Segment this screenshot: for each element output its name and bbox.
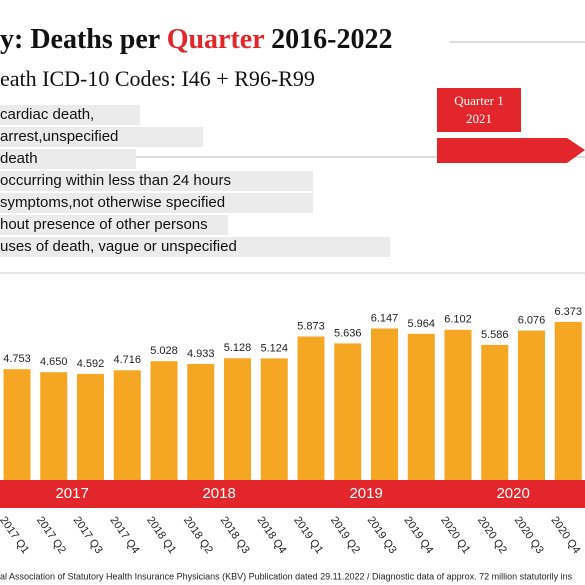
- x-tick-label: 2020 Q3: [512, 515, 546, 556]
- value-label: 5.028: [150, 345, 178, 357]
- code-bg: [0, 193, 313, 213]
- value-label: 4.753: [3, 353, 31, 365]
- bar: [554, 321, 582, 508]
- code-bg: [0, 215, 228, 235]
- code-line: occurring within less than 24 hours: [0, 172, 231, 189]
- x-tick-label: 2020 Q1: [438, 515, 472, 556]
- x-tick-label: 2019 Q4: [401, 515, 435, 556]
- bar: [297, 336, 325, 508]
- value-label: 5.636: [334, 327, 362, 339]
- year-band: [0, 480, 146, 508]
- value-label: 6.147: [371, 312, 399, 324]
- chart-subtitle: eath ICD-10 Codes: I46 + R96-R99: [0, 66, 315, 91]
- code-line: hout presence of other persons: [0, 216, 208, 233]
- code-bg: [0, 105, 140, 125]
- callout-text: 2021: [466, 111, 492, 126]
- value-label: 5.124: [260, 342, 288, 354]
- year-label: 2020: [496, 485, 529, 502]
- x-tick-label: 2018 Q3: [218, 515, 252, 556]
- value-label: 5.586: [481, 329, 509, 341]
- callout-text: Quarter 1: [454, 93, 503, 108]
- x-tick-label: 2017 Q4: [107, 515, 141, 556]
- source-note: al Association of Statutory Health Insur…: [0, 571, 573, 581]
- value-label: 5.128: [224, 342, 252, 354]
- x-tick-label: 2020 Q4: [548, 515, 582, 556]
- code-line: symptoms,not otherwise specified: [0, 194, 225, 211]
- code-line: arrest,unspecified: [0, 128, 118, 145]
- x-tick-label: 2019 Q1: [291, 515, 325, 556]
- x-tick-label: 2020 Q2: [475, 515, 509, 556]
- year-label: 2017: [55, 485, 88, 502]
- x-tick-label: 2019 Q3: [365, 515, 399, 556]
- callout-arrow: [437, 138, 585, 163]
- title-part: y: Deaths per: [0, 24, 167, 55]
- code-line: death: [0, 150, 38, 167]
- x-tick-label: 2017 Q2: [34, 515, 68, 556]
- x-tick-label: 2017 Q3: [71, 515, 105, 556]
- x-tick-label: 2018 Q2: [181, 515, 215, 556]
- x-tick-label: 2019 Q2: [328, 515, 362, 556]
- value-label: 6.076: [518, 314, 546, 326]
- value-label: 4.650: [40, 356, 68, 368]
- year-label: 2019: [349, 485, 382, 502]
- code-line: cardiac death,: [0, 106, 94, 123]
- title-part: Quarter: [167, 24, 265, 55]
- year-band: [439, 480, 585, 508]
- year-band: [292, 480, 440, 508]
- callout-box: [437, 88, 521, 132]
- value-label: 5.964: [407, 318, 435, 330]
- value-label: 6.373: [554, 306, 582, 318]
- title-part: 2016-2022: [264, 24, 392, 55]
- code-bg: [0, 171, 313, 191]
- bar: [371, 328, 398, 508]
- bar: [444, 329, 472, 508]
- code-bg: [0, 127, 203, 147]
- value-label: 4.716: [113, 354, 141, 366]
- x-tick-label: 2018 Q1: [144, 515, 178, 556]
- year-band: [145, 480, 293, 508]
- value-label: 5.873: [297, 320, 325, 332]
- code-bg: [0, 149, 136, 169]
- value-label: 4.592: [77, 358, 105, 370]
- chart-title: y: Deaths per Quarter 2016-2022: [0, 24, 392, 55]
- bar: [407, 333, 435, 508]
- value-label: 4.933: [187, 348, 215, 360]
- bar: [518, 330, 545, 508]
- x-tick-label: 2017 Q1: [0, 515, 31, 556]
- x-tick-label: 2018 Q4: [254, 515, 288, 556]
- year-label: 2018: [202, 485, 235, 502]
- value-label: 6.102: [444, 314, 472, 326]
- code-bg: [0, 237, 390, 257]
- code-line: uses of death, vague or unspecified: [0, 238, 237, 255]
